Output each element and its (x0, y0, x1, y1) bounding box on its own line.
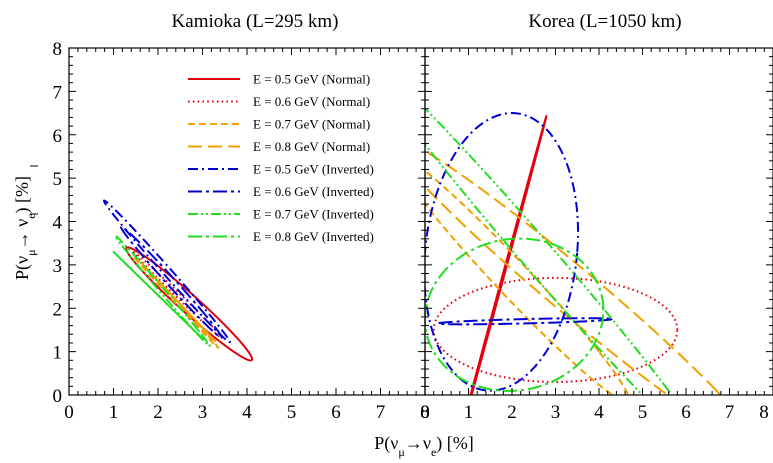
series-curve (425, 107, 674, 395)
legend-label: E = 0.6 GeV (Normal) (253, 94, 370, 109)
x-tick-label: 6 (331, 402, 341, 423)
legend: E = 0.5 GeV (Normal) E = 0.6 GeV (Normal)… (188, 72, 374, 244)
legend-label: E = 0.5 GeV (Inverted) (253, 162, 374, 177)
series-curve (132, 254, 220, 349)
series-curve (125, 246, 254, 362)
x-axis-label: P(νμ→νe) [%] (374, 433, 474, 459)
legend-label: E = 0.6 GeV (Inverted) (253, 184, 374, 199)
series-curve (425, 169, 630, 395)
x-tick-label: 3 (551, 402, 561, 423)
x-tick-label: 3 (198, 402, 208, 423)
y-tick-label: 6 (53, 126, 63, 147)
legend-label: E = 0.5 GeV (Normal) (253, 72, 370, 87)
y-tick-label: 5 (53, 169, 63, 190)
plot-frame (424, 47, 773, 396)
series-curve (102, 199, 231, 344)
y-axis-label: P(νμ→ νe) [%] (12, 176, 38, 280)
y-tick-label: 3 (53, 256, 63, 277)
series-curve (432, 276, 679, 383)
plot-frame (68, 47, 426, 396)
y-tick-label: 8 (53, 39, 63, 60)
legend-label: E = 0.8 GeV (Inverted) (253, 229, 374, 244)
y-tick-label: 0 (53, 386, 63, 407)
x-tick-label: 2 (507, 402, 517, 423)
x-tick-label: 7 (376, 402, 386, 423)
panel-title: Kamioka (L=295 km) (172, 11, 339, 32)
x-tick-label: 4 (594, 402, 604, 423)
x-tick-label: 1 (109, 402, 119, 423)
series-curve (114, 234, 211, 348)
legend-label: E = 0.8 GeV (Normal) (253, 139, 370, 154)
legend-label: E = 0.7 GeV (Normal) (253, 117, 370, 132)
panel-title: Korea (L=1050 km) (528, 11, 681, 32)
series-curve (425, 112, 580, 392)
x-tick-label: 8 (420, 402, 430, 423)
series-curve (119, 225, 223, 339)
x-tick-label: 2 (153, 402, 163, 423)
x-tick-label: 8 (759, 402, 769, 423)
x-tick-label: 4 (242, 402, 252, 423)
series-curve (112, 250, 209, 345)
y-tick-label: 2 (53, 299, 63, 320)
x-tick-label: 5 (638, 402, 648, 423)
x-tick-label: 1 (464, 402, 474, 423)
y-tick-label: 1 (53, 343, 63, 364)
x-tick-label: 0 (420, 402, 430, 423)
x-tick-label: 6 (681, 402, 691, 423)
series-curve (132, 251, 224, 340)
x-tick-label: 0 (64, 402, 74, 423)
curves (425, 107, 722, 395)
panel-korea: Korea (L=1050 km) 0 1 2 3 4 5 6 7 8 (420, 11, 773, 423)
y-tick-label: 7 (53, 82, 63, 103)
x-tick-label: 5 (287, 402, 297, 423)
x-tick-label: 7 (725, 402, 735, 423)
series-curve (425, 237, 605, 392)
curves (102, 199, 254, 362)
series-curve (425, 149, 722, 395)
y-tick-label: 4 (53, 213, 63, 234)
legend-label: E = 0.7 GeV (Inverted) (253, 207, 374, 222)
series-curve (436, 317, 614, 326)
